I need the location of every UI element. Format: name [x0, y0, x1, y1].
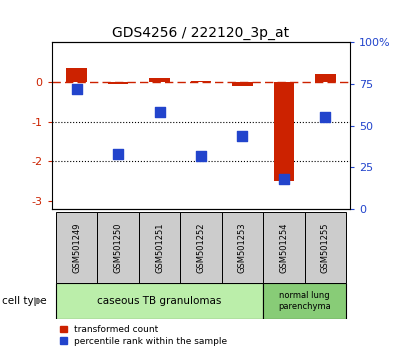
Point: [322, 115, 329, 120]
Legend: transformed count, percentile rank within the sample: transformed count, percentile rank withi…: [56, 321, 231, 349]
Bar: [149, 78, 170, 82]
Text: GSM501250: GSM501250: [113, 223, 123, 273]
Bar: [56, 283, 263, 319]
Text: GSM501255: GSM501255: [321, 223, 330, 273]
Point: [198, 153, 204, 159]
Bar: [180, 212, 222, 283]
Text: GSM501254: GSM501254: [279, 223, 289, 273]
Text: ▶: ▶: [33, 296, 42, 306]
Bar: [139, 212, 180, 283]
Text: cell type: cell type: [2, 296, 47, 306]
Bar: [304, 212, 346, 283]
Point: [239, 133, 246, 138]
Bar: [98, 212, 139, 283]
Text: caseous TB granulomas: caseous TB granulomas: [98, 296, 222, 306]
Text: GSM501249: GSM501249: [72, 223, 81, 273]
Bar: [232, 82, 253, 86]
Bar: [108, 82, 129, 84]
Bar: [56, 212, 98, 283]
Bar: [263, 212, 304, 283]
Point: [115, 151, 121, 157]
Text: normal lung
parenchyma: normal lung parenchyma: [278, 291, 331, 310]
Bar: [315, 74, 336, 82]
Bar: [222, 212, 263, 283]
Point: [281, 176, 287, 182]
Bar: [263, 283, 346, 319]
Bar: [273, 82, 294, 181]
Text: GSM501252: GSM501252: [197, 223, 205, 273]
Bar: [191, 81, 211, 82]
Point: [74, 86, 80, 92]
Bar: [66, 68, 87, 82]
Title: GDS4256 / 222120_3p_at: GDS4256 / 222120_3p_at: [112, 26, 290, 40]
Text: GSM501251: GSM501251: [155, 223, 164, 273]
Point: [156, 109, 163, 115]
Text: GSM501253: GSM501253: [238, 222, 247, 273]
